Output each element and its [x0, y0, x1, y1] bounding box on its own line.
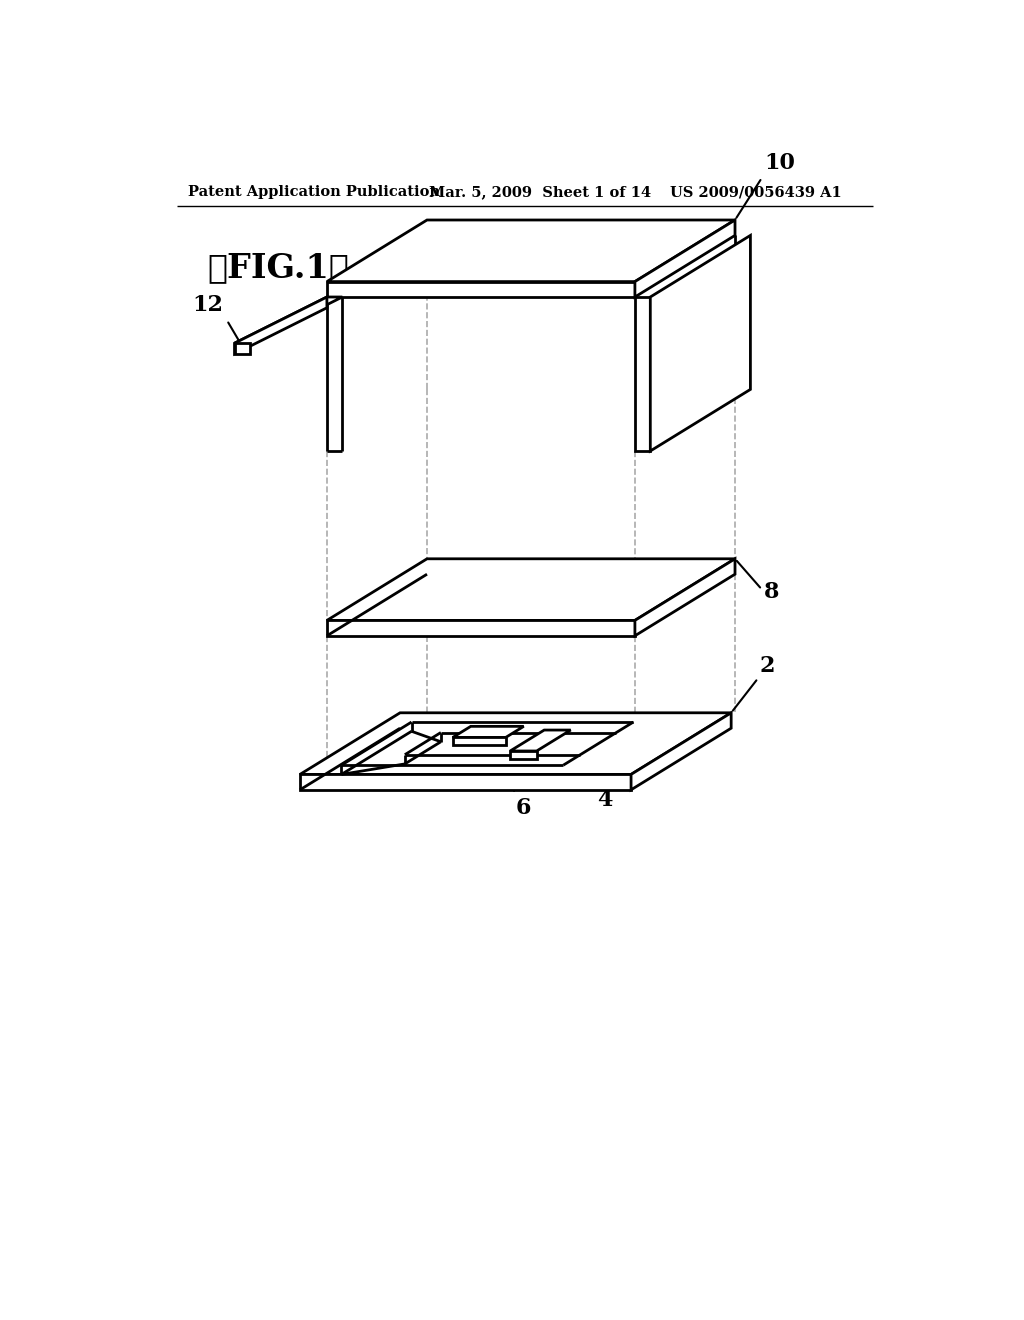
- Polygon shape: [327, 220, 735, 281]
- Text: 8: 8: [764, 581, 779, 603]
- Polygon shape: [650, 235, 751, 451]
- Polygon shape: [234, 297, 327, 354]
- Text: Mar. 5, 2009  Sheet 1 of 14: Mar. 5, 2009 Sheet 1 of 14: [429, 185, 651, 199]
- Polygon shape: [327, 620, 635, 636]
- Text: Patent Application Publication: Patent Application Publication: [188, 185, 440, 199]
- Text: 【FIG.1】: 【FIG.1】: [208, 251, 349, 284]
- Polygon shape: [510, 751, 537, 759]
- Polygon shape: [234, 343, 250, 354]
- Text: 10: 10: [764, 152, 796, 174]
- Polygon shape: [453, 726, 523, 738]
- Text: 4: 4: [597, 789, 612, 810]
- Polygon shape: [510, 730, 570, 751]
- Polygon shape: [327, 281, 635, 297]
- Text: US 2009/0056439 A1: US 2009/0056439 A1: [670, 185, 842, 199]
- Polygon shape: [453, 738, 506, 744]
- Polygon shape: [300, 713, 731, 775]
- Polygon shape: [234, 297, 342, 343]
- Text: 2: 2: [760, 655, 775, 677]
- Polygon shape: [635, 558, 735, 636]
- Polygon shape: [635, 220, 735, 297]
- Polygon shape: [631, 713, 731, 789]
- Text: 12: 12: [193, 294, 223, 317]
- Text: 6: 6: [516, 797, 531, 820]
- Polygon shape: [300, 775, 631, 789]
- Polygon shape: [327, 558, 735, 620]
- Polygon shape: [635, 297, 650, 451]
